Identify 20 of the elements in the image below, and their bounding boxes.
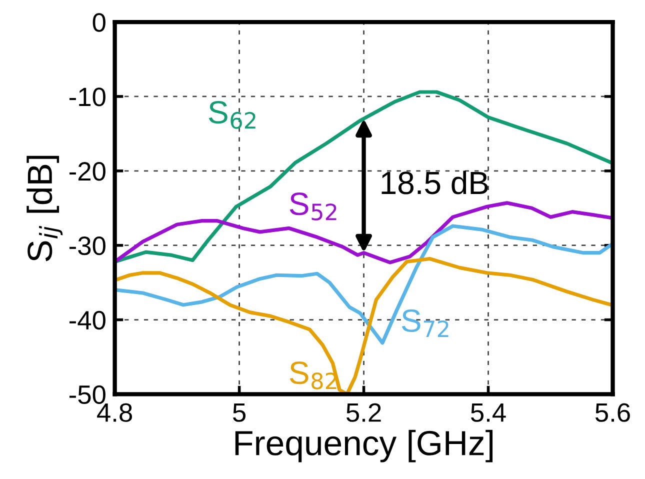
series-label: S$_{62}$ <box>208 100 256 129</box>
series-label: S$_{52}$ <box>290 192 336 220</box>
x-tick-label: 5.6 <box>595 403 630 422</box>
y-tick-label: -30 <box>70 236 106 256</box>
x-axis-title: Frequency [GHz] <box>235 430 493 462</box>
x-tick-label: 5.2 <box>346 403 381 422</box>
y-tick-label: -10 <box>70 88 106 106</box>
y-tick-label: -50 <box>70 385 106 404</box>
x-tick-label: 5.4 <box>470 404 506 422</box>
y-tick-label: -40 <box>70 310 106 330</box>
line-series <box>114 90 613 264</box>
x-tick-label: 4.8 <box>97 403 132 422</box>
series-label: S$_{72}$ <box>402 309 448 337</box>
line-series <box>114 224 613 345</box>
x-tick-label: 5 <box>233 404 246 422</box>
series-label: S$_{82}$ <box>290 362 336 390</box>
y-axis-title: S$_{ij}$ [dB] <box>26 156 63 262</box>
annotation: 18.5 dB <box>382 170 488 194</box>
y-tick-label: -20 <box>70 162 106 181</box>
y-tick-label: 0 <box>92 13 106 32</box>
